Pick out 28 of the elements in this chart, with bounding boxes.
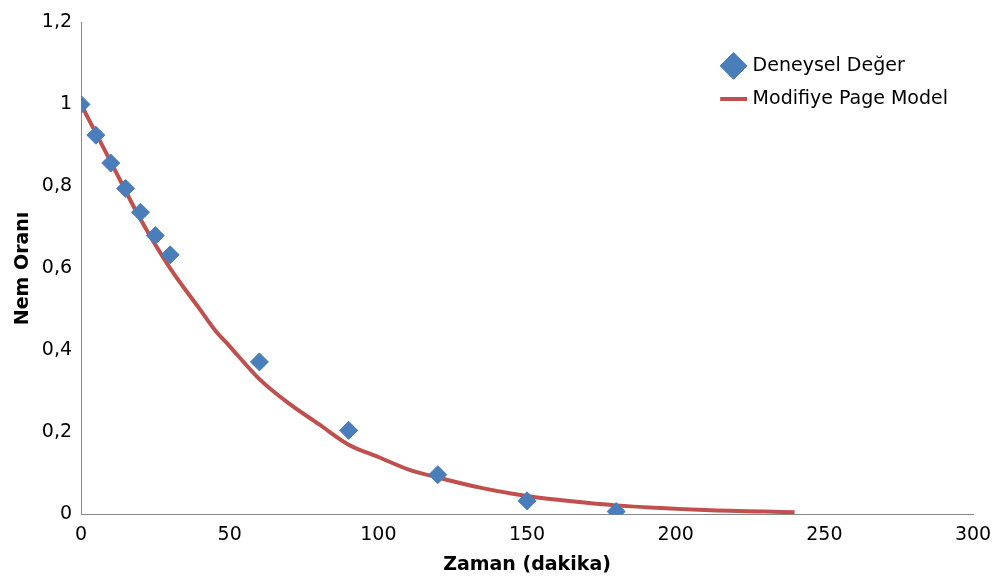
point [160, 245, 180, 265]
y-tick-label: 0,6 [41, 255, 73, 278]
point [101, 153, 121, 173]
point [428, 465, 448, 485]
x-axis-title: Zaman (dakika) [443, 551, 611, 574]
point [130, 202, 150, 222]
x-tick-label: 250 [806, 521, 843, 544]
point [145, 226, 165, 246]
y-axis-title: Nem Oranı [10, 211, 33, 326]
point [86, 125, 106, 145]
point [339, 420, 359, 440]
y-tick-label: 0,8 [41, 173, 73, 196]
point [517, 491, 537, 511]
y-tick-label: 0,4 [41, 337, 73, 360]
x-tick-label: 100 [360, 521, 397, 544]
x-tick-label: 200 [657, 521, 694, 544]
x-tick-label: 300 [954, 521, 992, 544]
point [116, 178, 136, 198]
y-tick-label: 1 [59, 91, 73, 114]
legend-label: Modifiye Page Model [752, 85, 949, 108]
y-tick-label: 0 [59, 501, 73, 524]
point [249, 352, 269, 372]
x-tick-label: 150 [508, 521, 546, 544]
legend-label: Deneysel Değer [752, 52, 905, 75]
x-tick-label: 50 [217, 521, 242, 544]
x-tick-label: 0 [74, 521, 88, 544]
y-tick-label: 0,2 [41, 419, 73, 442]
y-tick-label: 1,2 [41, 9, 73, 32]
